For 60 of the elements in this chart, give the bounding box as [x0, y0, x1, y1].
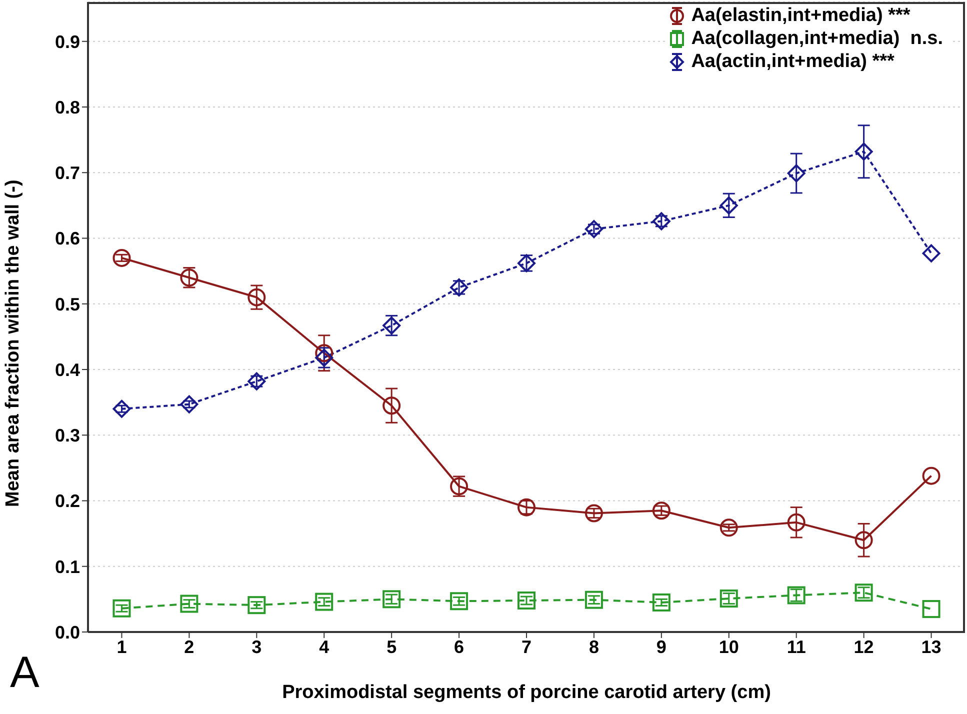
- x-tick-label: 11: [786, 636, 806, 657]
- x-tick-label: 13: [921, 636, 942, 657]
- point: [180, 395, 198, 414]
- x-tick-label: 3: [252, 636, 262, 657]
- x-tick-label: 7: [521, 636, 532, 657]
- x-tick-label: 6: [454, 636, 464, 657]
- point: [922, 600, 940, 618]
- point: [922, 466, 940, 485]
- point: [854, 142, 873, 161]
- point: [112, 248, 131, 267]
- legend-label: Aa(collagen,int+media) n.s.: [691, 27, 943, 50]
- point: [922, 244, 940, 262]
- point: [315, 344, 334, 362]
- point: [720, 196, 738, 214]
- point: [112, 599, 131, 618]
- x-tick-label: 12: [854, 636, 874, 657]
- text: A: [10, 648, 40, 698]
- y-tick-label: 0.6: [54, 228, 80, 249]
- x-tick-label: 1: [116, 636, 127, 657]
- y-tick-label: 0.0: [54, 622, 80, 642]
- point: [315, 592, 334, 611]
- point: [180, 594, 198, 613]
- point: [248, 288, 266, 306]
- y-tick-label: 0.5: [54, 294, 80, 314]
- x-axis-title: Proximodistal segments of porcine carotid artery (cm): [282, 682, 771, 703]
- y-tick-label: 0.9: [54, 32, 80, 52]
- point: [382, 396, 401, 415]
- point: [248, 596, 266, 614]
- x-tick-label: 8: [588, 636, 599, 657]
- point: [720, 518, 738, 537]
- point: [450, 592, 468, 610]
- x-tick-label: 2: [184, 636, 194, 657]
- point: [720, 590, 738, 608]
- point: [854, 531, 873, 550]
- x-tick-label: 4: [319, 636, 330, 657]
- y-tick-label: 0.1: [54, 556, 80, 577]
- point: [248, 372, 266, 390]
- point: [652, 502, 670, 520]
- point: [584, 220, 603, 238]
- legend-label: Aa(actin,int+media) ***: [691, 50, 894, 73]
- point: [652, 212, 670, 230]
- point: [787, 513, 806, 532]
- point: [518, 592, 536, 610]
- point: [584, 504, 603, 522]
- x-tick-label: 5: [386, 636, 397, 657]
- y-tick-label: 0.4: [54, 360, 80, 380]
- y-tick-label: 0.2: [54, 491, 80, 512]
- x-tick-label: 9: [656, 636, 666, 657]
- point: [787, 164, 806, 182]
- x-tick-label: 10: [718, 636, 739, 657]
- y-tick-label: 0.3: [54, 426, 80, 446]
- point: [112, 400, 131, 418]
- y-axis-title: Mean area fraction within the wall (-): [2, 180, 24, 507]
- y-tick-label: 0.7: [54, 163, 80, 184]
- y-tick-label: 0.8: [54, 97, 80, 118]
- point: [382, 590, 401, 608]
- point: [854, 584, 873, 602]
- point: [584, 590, 603, 609]
- legend-label: Aa(elastin,int+media) ***: [691, 4, 910, 27]
- point: [652, 593, 670, 612]
